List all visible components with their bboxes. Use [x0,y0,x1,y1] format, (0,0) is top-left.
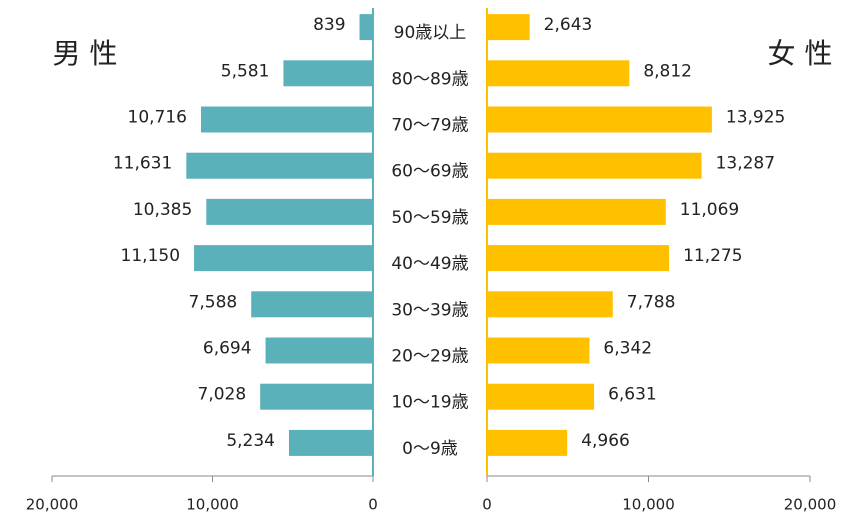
category-label: 0〜9歳 [402,439,458,459]
value-label: 13,287 [716,154,775,174]
bar [487,337,590,364]
category-label: 50〜59歳 [391,208,468,228]
bar [201,106,373,133]
bar [194,245,373,272]
x-tick-label: 10,000 [186,496,239,514]
legend-male: 男 性 [53,37,118,70]
bar [265,337,373,364]
x-tick-label: 0 [368,496,378,514]
bar [288,429,373,456]
bar [487,14,530,41]
category-label: 30〜39歳 [391,300,468,320]
value-label: 7,588 [189,292,238,312]
value-label: 4,966 [581,431,630,451]
value-label: 5,581 [221,61,270,81]
value-label: 8,812 [643,61,692,81]
bar [487,429,568,456]
value-label: 7,788 [627,292,676,312]
value-label: 2,643 [544,15,593,35]
category-label: 70〜79歳 [391,116,468,136]
bar [260,383,373,410]
value-label: 6,694 [203,339,252,359]
bar [251,291,373,318]
value-label: 10,385 [133,200,192,220]
value-label: 6,342 [603,339,652,359]
value-label: 11,069 [680,200,739,220]
x-tick-label: 10,000 [622,496,675,514]
bar [283,60,373,87]
value-label: 6,631 [608,385,657,405]
bar [487,106,712,133]
bar [487,152,702,179]
x-tick-label: 0 [482,496,492,514]
value-label: 11,275 [683,246,742,266]
value-label: 7,028 [198,385,247,405]
bar [487,383,595,410]
value-label: 13,925 [726,108,785,128]
category-label: 40〜49歳 [391,254,468,274]
category-label: 80〜89歳 [391,69,468,89]
bar [359,14,373,41]
bar [487,198,666,225]
category-label: 90歳以上 [394,23,467,43]
bar [487,60,630,87]
x-tick-label: 20,000 [784,496,837,514]
category-label: 60〜69歳 [391,162,468,182]
category-label: 20〜29歳 [391,347,468,367]
legend-female: 女 性 [768,37,833,70]
value-label: 11,150 [121,246,180,266]
bar [487,245,670,272]
value-label: 5,234 [226,431,275,451]
value-label: 11,631 [113,154,172,174]
value-label: 839 [313,15,345,35]
bar [487,291,613,318]
bar [206,198,373,225]
bar [186,152,373,179]
x-tick-label: 20,000 [26,496,79,514]
value-label: 10,716 [128,108,187,128]
category-label: 10〜19歳 [391,393,468,413]
